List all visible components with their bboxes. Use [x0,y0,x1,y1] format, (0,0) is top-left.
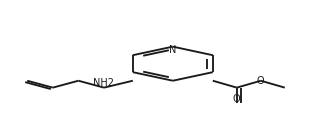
Text: O: O [257,76,265,86]
Text: NH2: NH2 [93,78,115,88]
Text: N: N [169,45,177,55]
Text: O: O [233,94,241,104]
